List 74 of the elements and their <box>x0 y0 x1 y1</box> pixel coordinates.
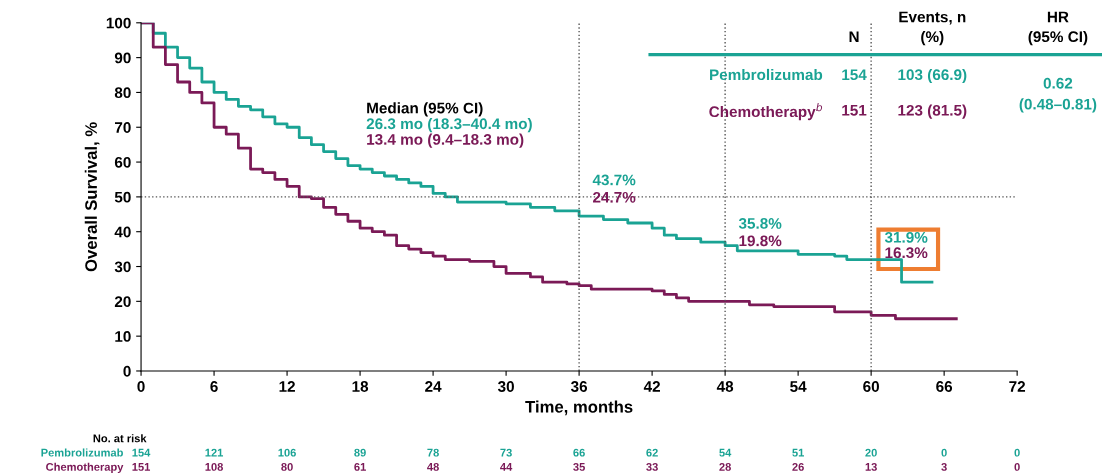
text: 78 <box>427 448 439 457</box>
x-tick-label: 48 <box>716 381 734 392</box>
text: 51 <box>792 448 804 457</box>
text: 151 <box>132 463 151 471</box>
text: 28 <box>719 462 731 471</box>
text: 80 <box>281 462 293 471</box>
annotation: 13.4 mo (9.4–18.3 mo) <box>367 133 524 148</box>
annotation: 151 <box>842 105 867 116</box>
y-tick-label: 50 <box>114 191 131 203</box>
y-tick-label: 80 <box>114 87 131 99</box>
text: 73 <box>500 448 512 457</box>
y-tick-label: 60 <box>114 156 131 168</box>
text: 89 <box>354 448 366 457</box>
annotation: N <box>849 31 859 42</box>
annotation: 35.8% <box>738 218 782 229</box>
x-axis-title: Time, months <box>525 400 633 416</box>
x-tick-label: 12 <box>279 381 295 392</box>
text: Chemotherapy$^{b}$ <box>709 102 823 121</box>
y-tick-label: 70 <box>115 122 131 133</box>
text: 121 <box>205 448 224 457</box>
text: 26 <box>792 462 804 471</box>
x-tick-label: 0 <box>137 381 145 392</box>
annotation: 16.3% <box>885 247 928 259</box>
text: 13 <box>865 462 877 471</box>
text: 33 <box>646 462 658 471</box>
text: 3 <box>941 462 947 471</box>
text: 0.62 (0.48–0.81) <box>1019 77 1097 113</box>
text: 154 <box>132 448 151 457</box>
text: 54 <box>719 448 732 457</box>
text: Pembrolizumab <box>710 68 823 81</box>
annotation: 123 (81.5) <box>898 104 967 119</box>
text: Pembrolizumab <box>41 448 123 457</box>
annotation: 103 (66.9) <box>898 68 967 84</box>
text: 20 <box>865 448 877 457</box>
y-tick-label: 0 <box>123 365 131 377</box>
x-tick-label: 30 <box>497 381 514 392</box>
annotation: Median (95% CI) <box>367 102 483 117</box>
annotation: 26.3 mo (18.3–40.4 mo) <box>366 117 532 133</box>
text: 61 <box>354 462 366 471</box>
y-tick-label: 30 <box>114 261 131 273</box>
text: No. at risk <box>93 434 147 443</box>
text: 106 <box>278 448 296 457</box>
x-tick-label: 36 <box>570 381 588 392</box>
x-tick-label: 42 <box>643 381 660 392</box>
annotation: 19.8% <box>739 235 782 247</box>
text: 35 <box>573 462 585 471</box>
annotation: 31.9% <box>884 231 928 243</box>
text: 108 <box>205 462 223 471</box>
annotation: 43.7% <box>592 174 636 186</box>
x-tick-label: 66 <box>936 381 953 392</box>
text: 62 <box>646 448 658 457</box>
text: 0 <box>941 448 947 457</box>
text: Chemotherapy <box>46 462 124 474</box>
y-tick-label: 40 <box>114 226 131 238</box>
text: 0 <box>1014 448 1020 457</box>
y-tick-label: 100 <box>106 17 131 29</box>
y-tick-label: 90 <box>114 52 131 64</box>
x-tick-label: 24 <box>425 381 442 392</box>
annotation: 24.7% <box>593 191 636 203</box>
text: 0 <box>1014 462 1020 471</box>
text: 48 <box>427 462 439 471</box>
y-tick-label: 10 <box>115 331 131 342</box>
text: 44 <box>500 463 513 471</box>
x-tick-label: 18 <box>352 381 369 392</box>
x-tick-label: 72 <box>1009 381 1026 392</box>
x-tick-label: 54 <box>790 381 807 392</box>
x-tick-label: 6 <box>210 381 218 392</box>
annotation: 154 <box>842 69 867 81</box>
y-tick-label: 20 <box>114 296 131 308</box>
text: HR (95% CI) <box>1028 11 1088 46</box>
y-axis-title: Overall Survival, % <box>84 122 100 272</box>
x-tick-label: 60 <box>863 381 879 392</box>
annotation: Events, n (%) <box>899 11 966 46</box>
text: 66 <box>573 448 585 457</box>
